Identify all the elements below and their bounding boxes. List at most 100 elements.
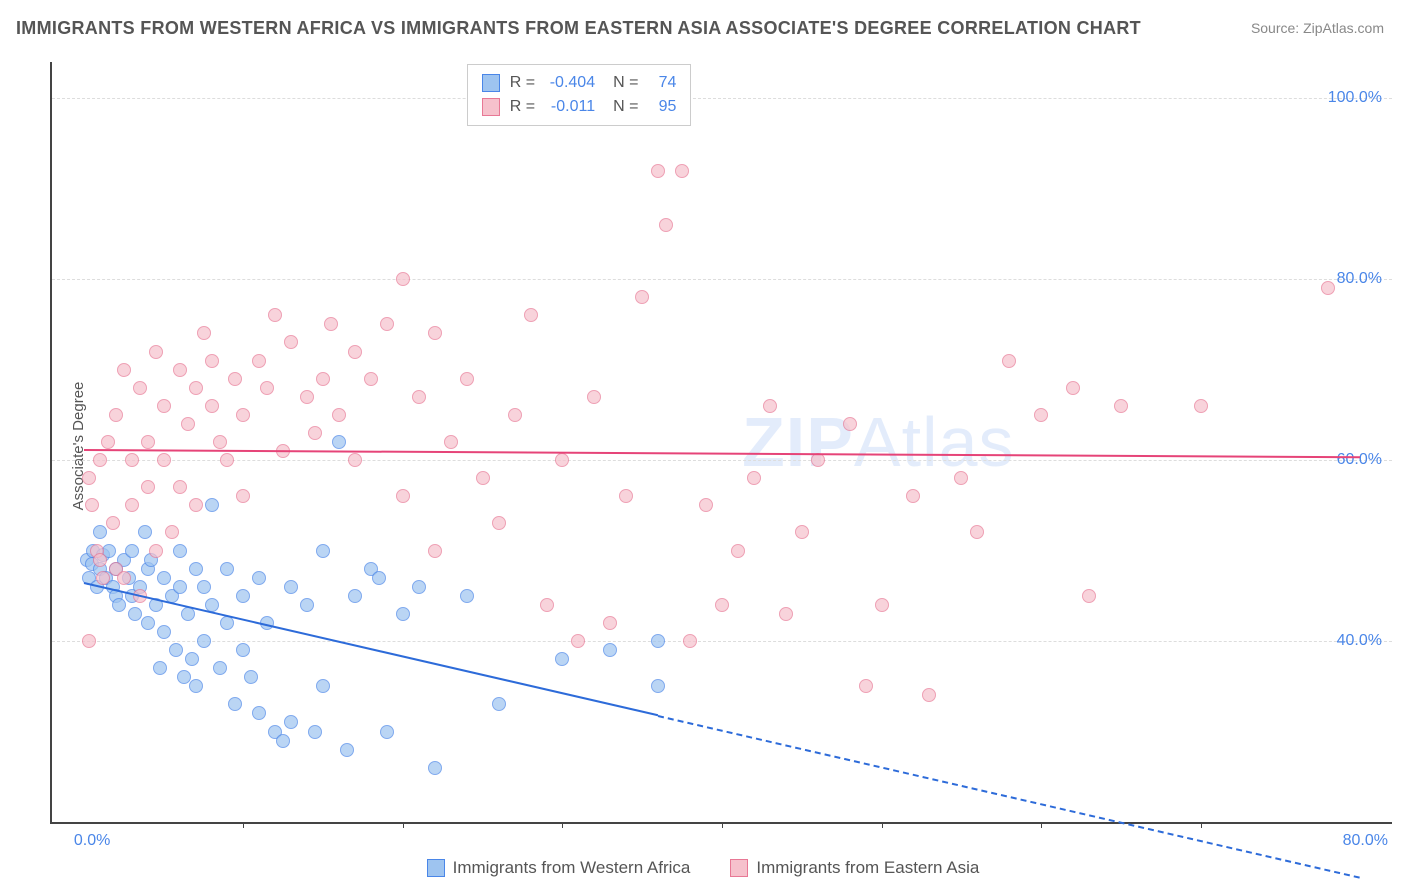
data-point	[571, 634, 585, 648]
data-point	[492, 516, 506, 530]
data-point	[213, 661, 227, 675]
legend-label: Immigrants from Western Africa	[453, 858, 691, 878]
trend-line	[84, 449, 1360, 458]
data-point	[169, 643, 183, 657]
data-point	[731, 544, 745, 558]
data-point	[340, 743, 354, 757]
data-point	[106, 516, 120, 530]
data-point	[205, 498, 219, 512]
data-point	[1194, 399, 1208, 413]
data-point	[252, 571, 266, 585]
data-point	[252, 706, 266, 720]
data-point	[1034, 408, 1048, 422]
source-prefix: Source:	[1251, 20, 1303, 36]
data-point	[228, 697, 242, 711]
data-point	[508, 408, 522, 422]
data-point	[954, 471, 968, 485]
data-point	[922, 688, 936, 702]
data-point	[300, 390, 314, 404]
data-point	[197, 634, 211, 648]
data-point	[364, 372, 378, 386]
data-point	[524, 308, 538, 322]
data-point	[228, 372, 242, 386]
swatch-icon	[482, 74, 500, 92]
data-point	[157, 453, 171, 467]
data-point	[109, 408, 123, 422]
gridline	[52, 279, 1392, 280]
data-point	[141, 435, 155, 449]
data-point	[1082, 589, 1096, 603]
data-point	[125, 453, 139, 467]
data-point	[492, 697, 506, 711]
data-point	[540, 598, 554, 612]
data-point	[970, 525, 984, 539]
data-point	[93, 525, 107, 539]
data-point	[149, 544, 163, 558]
data-point	[348, 589, 362, 603]
data-point	[875, 598, 889, 612]
data-point	[268, 308, 282, 322]
data-point	[699, 498, 713, 512]
data-point	[348, 453, 362, 467]
data-point	[555, 453, 569, 467]
data-point	[587, 390, 601, 404]
data-point	[332, 435, 346, 449]
data-point	[141, 480, 155, 494]
x-min-label: 0.0%	[74, 832, 110, 850]
data-point	[683, 634, 697, 648]
data-point	[173, 363, 187, 377]
swatch-icon	[427, 859, 445, 877]
data-point	[747, 471, 761, 485]
data-point	[428, 326, 442, 340]
data-point	[316, 679, 330, 693]
data-point	[412, 580, 426, 594]
data-point	[396, 272, 410, 286]
data-point	[428, 761, 442, 775]
data-point	[675, 164, 689, 178]
data-point	[460, 589, 474, 603]
data-point	[795, 525, 809, 539]
data-point	[300, 598, 314, 612]
data-point	[197, 326, 211, 340]
gridline	[52, 460, 1392, 461]
r-label: R =	[510, 71, 535, 95]
n-label: N =	[613, 95, 638, 119]
data-point	[157, 399, 171, 413]
data-point	[125, 498, 139, 512]
watermark: ZIPAtlas	[742, 402, 1015, 482]
legend-row: R =-0.404N =74	[482, 71, 677, 95]
r-label: R =	[510, 95, 535, 119]
data-point	[460, 372, 474, 386]
data-point	[93, 553, 107, 567]
data-point	[185, 652, 199, 666]
data-point	[276, 734, 290, 748]
data-point	[476, 471, 490, 485]
data-point	[284, 715, 298, 729]
data-point	[555, 652, 569, 666]
data-point	[380, 725, 394, 739]
gridline	[52, 641, 1392, 642]
data-point	[651, 634, 665, 648]
x-tick-mark	[882, 822, 883, 828]
data-point	[153, 661, 167, 675]
data-point	[149, 345, 163, 359]
data-point	[260, 381, 274, 395]
y-tick-label: 100.0%	[1328, 89, 1382, 107]
data-point	[236, 408, 250, 422]
legend-label: Immigrants from Eastern Asia	[756, 858, 979, 878]
data-point	[843, 417, 857, 431]
legend-item-western-africa: Immigrants from Western Africa	[427, 858, 691, 878]
data-point	[428, 544, 442, 558]
data-point	[236, 489, 250, 503]
r-value: -0.011	[545, 95, 595, 119]
source-link[interactable]: ZipAtlas.com	[1303, 20, 1384, 36]
data-point	[101, 435, 115, 449]
data-point	[380, 317, 394, 331]
y-tick-label: 60.0%	[1337, 451, 1382, 469]
data-point	[332, 408, 346, 422]
data-point	[244, 670, 258, 684]
data-point	[1066, 381, 1080, 395]
data-point	[96, 571, 110, 585]
chart-title: IMMIGRANTS FROM WESTERN AFRICA VS IMMIGR…	[16, 18, 1141, 39]
data-point	[715, 598, 729, 612]
